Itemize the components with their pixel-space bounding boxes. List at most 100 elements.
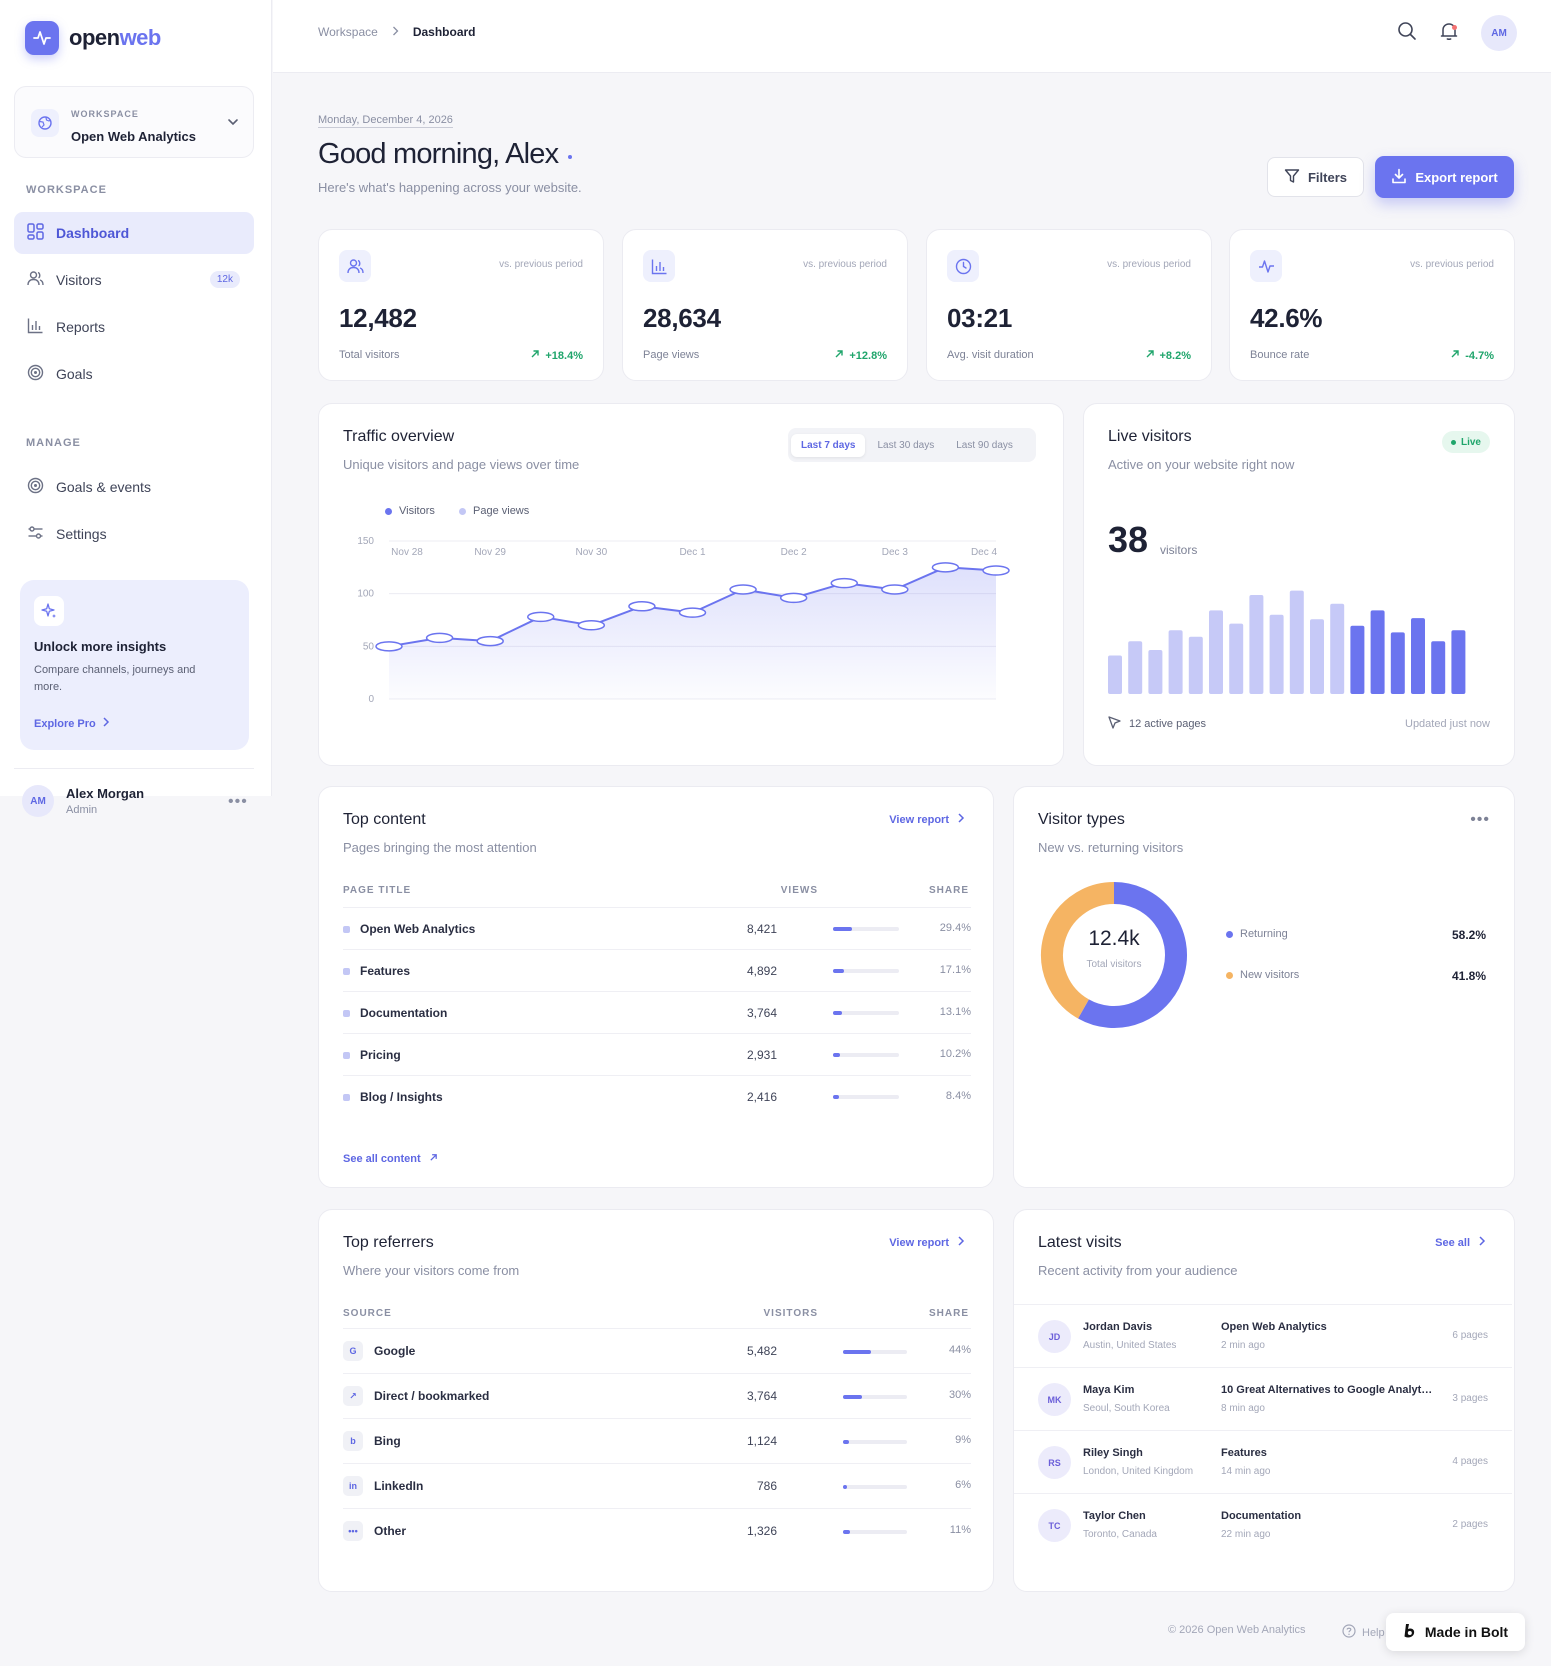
activity-bar bbox=[1148, 650, 1163, 694]
table-row[interactable]: Pricing 2,931 10.2% bbox=[343, 1033, 971, 1075]
more-icon[interactable]: ••• bbox=[228, 793, 248, 810]
stat-card-duration: vs. previous period 03:21 Avg. visit dur… bbox=[926, 229, 1212, 381]
data-point[interactable] bbox=[678, 607, 707, 618]
stat-trend: +12.8% bbox=[834, 349, 887, 362]
avatar: MK bbox=[1038, 1383, 1071, 1416]
data-point[interactable] bbox=[881, 584, 909, 595]
donut-slice[interactable] bbox=[1041, 882, 1115, 1019]
data-point[interactable] bbox=[476, 635, 504, 647]
made-in-bolt-badge[interactable]: Made in Bolt bbox=[1386, 1613, 1525, 1651]
filter-icon bbox=[1284, 168, 1300, 187]
sidebar-item-visitors[interactable]: Visitors 12k bbox=[14, 259, 254, 301]
help-link[interactable]: Help bbox=[1342, 1624, 1385, 1641]
see-all-content-link[interactable]: See all content bbox=[343, 1153, 438, 1165]
activity-bar bbox=[1451, 630, 1466, 694]
data-point[interactable] bbox=[425, 632, 454, 644]
list-item[interactable]: JD Jordan Davis Austin, United States Open … bbox=[1014, 1304, 1512, 1367]
data-point[interactable] bbox=[931, 562, 960, 573]
chevron-down-icon[interactable] bbox=[227, 115, 239, 133]
list-item[interactable]: RS Riley Singh London, United Kingdom Featu… bbox=[1014, 1430, 1512, 1493]
page-title-cell: Pricing bbox=[360, 1048, 401, 1062]
y-tick-label: 0 bbox=[368, 694, 374, 705]
data-point[interactable] bbox=[628, 601, 656, 612]
x-tick-label: Dec 4 bbox=[971, 547, 998, 558]
table-row[interactable]: Documentation 3,764 13.1% bbox=[343, 991, 971, 1033]
data-point[interactable] bbox=[982, 565, 1010, 576]
table-row[interactable]: in LinkedIn 786 6% bbox=[343, 1463, 971, 1508]
live-badge: Live bbox=[1441, 431, 1490, 453]
see-all-link[interactable]: See all bbox=[1435, 1236, 1486, 1249]
view-report-link[interactable]: View report bbox=[889, 1236, 965, 1249]
share-cell: 9% bbox=[955, 1434, 971, 1446]
activity-bar bbox=[1249, 595, 1264, 694]
table-row[interactable]: Blog / Insights 2,416 8.4% bbox=[343, 1075, 971, 1117]
current-date: Monday, December 4, 2026 bbox=[318, 114, 453, 128]
target-icon bbox=[27, 364, 44, 384]
explore-pro-link[interactable]: Explore Pro bbox=[34, 717, 110, 730]
chevron-right-icon bbox=[957, 1236, 965, 1249]
donut-center-label: Total visitors bbox=[1086, 959, 1142, 970]
table-row[interactable]: G Google 5,482 44% bbox=[343, 1328, 971, 1373]
data-point[interactable] bbox=[729, 584, 757, 595]
visitors-count-badge: 12k bbox=[209, 271, 240, 288]
page-count: 2 pages bbox=[1452, 1519, 1488, 1530]
data-point[interactable] bbox=[779, 592, 808, 604]
table-row[interactable]: ↗ Direct / bookmarked 3,764 30% bbox=[343, 1373, 971, 1418]
nav-section-workspace: WORKSPACE bbox=[26, 184, 107, 196]
sidebar-item-reports[interactable]: Reports bbox=[14, 306, 254, 348]
page-title-cell: Documentation bbox=[360, 1006, 448, 1020]
visited-page: Documentation bbox=[1221, 1510, 1302, 1522]
bell-icon[interactable] bbox=[1439, 21, 1459, 46]
table-row[interactable]: Open Web Analytics 8,421 29.4% bbox=[343, 907, 971, 949]
search-icon[interactable] bbox=[1397, 21, 1417, 46]
stat-comparison: vs. previous period bbox=[803, 259, 887, 270]
tab-last-7-days[interactable]: Last 7 days bbox=[791, 433, 866, 457]
card-subtitle: Unique visitors and page views over time bbox=[343, 457, 580, 472]
series-area bbox=[389, 567, 996, 699]
workspace-name: Open Web Analytics bbox=[71, 129, 196, 144]
data-point[interactable] bbox=[577, 620, 606, 631]
tab-last-30-days[interactable]: Last 30 days bbox=[877, 439, 935, 451]
breadcrumb-root[interactable]: Workspace bbox=[318, 25, 378, 39]
avatar: RS bbox=[1038, 1446, 1071, 1479]
workspace-switcher[interactable]: WORKSPACE Open Web Analytics bbox=[14, 86, 254, 158]
share-bar-fill bbox=[843, 1530, 850, 1534]
sidebar-item-goals[interactable]: Goals bbox=[14, 353, 254, 395]
donut-slice[interactable] bbox=[1078, 882, 1187, 1028]
list-item[interactable]: TC Taylor Chen Toronto, Canada Documentatio… bbox=[1014, 1493, 1512, 1556]
list-item[interactable]: MK Maya Kim Seoul, South Korea 10 Great Alt… bbox=[1014, 1367, 1512, 1430]
logo[interactable]: openweb bbox=[25, 21, 161, 55]
tab-last-90-days[interactable]: Last 90 days bbox=[956, 439, 1013, 451]
avatar[interactable]: AM bbox=[1481, 15, 1517, 51]
data-point[interactable] bbox=[375, 641, 403, 652]
sidebar-item-dashboard[interactable]: Dashboard bbox=[14, 212, 254, 254]
views-cell: 8,421 bbox=[746, 922, 777, 936]
bolt-label: Made in Bolt bbox=[1424, 1624, 1509, 1640]
user-profile[interactable]: AM Alex Morgan Admin bbox=[22, 785, 144, 817]
table-row[interactable]: ••• Other 1,326 11% bbox=[343, 1508, 971, 1553]
share-cell: 30% bbox=[948, 1389, 971, 1401]
card-title: Live visitors bbox=[1108, 428, 1192, 445]
table-row[interactable]: Features 4,892 17.1% bbox=[343, 949, 971, 991]
column-header-share: SHARE bbox=[928, 885, 969, 896]
share-bar-fill bbox=[843, 1350, 871, 1354]
stat-label: Page views bbox=[643, 349, 700, 361]
upgrade-promo: Unlock more insights Compare channels, j… bbox=[20, 580, 249, 750]
table-row[interactable]: b Bing 1,124 9% bbox=[343, 1418, 971, 1463]
legend-pageviews: Page views bbox=[459, 505, 529, 517]
filters-button[interactable]: Filters bbox=[1267, 157, 1364, 197]
source-icon: ••• bbox=[343, 1521, 363, 1541]
more-icon[interactable]: ••• bbox=[1470, 811, 1490, 828]
data-point[interactable] bbox=[527, 611, 555, 623]
grid-icon bbox=[27, 223, 44, 243]
sidebar-item-goals-events[interactable]: Goals & events bbox=[14, 466, 254, 508]
page-count: 6 pages bbox=[1452, 1330, 1488, 1341]
copyright: © 2026 Open Web Analytics bbox=[1168, 1624, 1306, 1636]
arrow-up-right-icon bbox=[429, 1153, 438, 1165]
sidebar-item-settings[interactable]: Settings bbox=[14, 513, 254, 555]
share-bar bbox=[843, 1350, 907, 1354]
data-point[interactable] bbox=[830, 577, 858, 589]
breadcrumb: Workspace Dashboard bbox=[318, 25, 476, 39]
export-report-button[interactable]: Export report bbox=[1375, 156, 1514, 198]
view-report-link[interactable]: View report bbox=[889, 813, 965, 826]
